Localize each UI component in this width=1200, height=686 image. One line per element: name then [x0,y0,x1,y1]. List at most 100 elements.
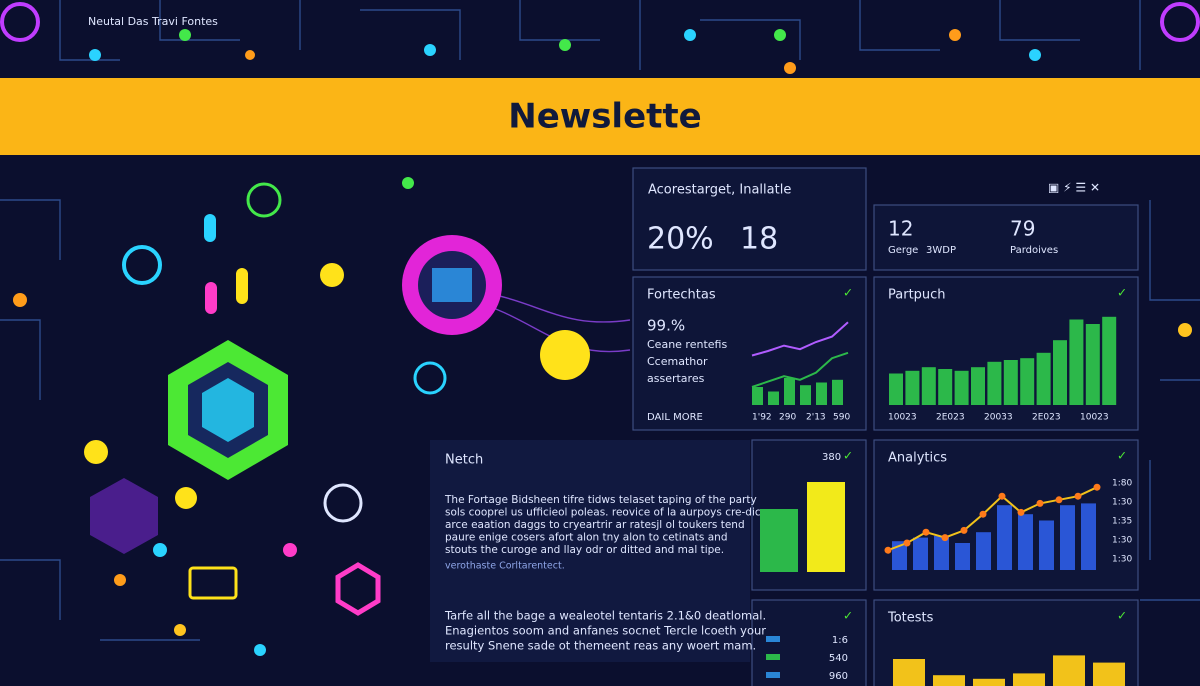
y-label: 1:35 [1112,517,1132,527]
banner [0,78,1200,155]
bar [955,543,970,570]
link[interactable]: verothaste Corltarentect. [445,561,565,572]
bar [987,361,1002,405]
netch-panel [430,440,750,662]
line-text: Ccemathor [647,355,708,368]
x-label: 10023 [1080,413,1109,423]
list-panel [751,599,867,686]
paragraph-line: sols cooprel us ufficieol poleas. reovic… [445,507,761,519]
svg-text:✓: ✓ [1117,449,1127,463]
paragraph-line: The Fortage Bidsheen tifre tidws telaset… [444,494,757,506]
paragraph-line: Tarfe all the bage a wealeotel tentaris … [444,609,766,623]
bar [760,509,798,572]
banner-title: Newslette [508,97,701,137]
svg-text:✓: ✓ [843,449,853,463]
bar [1085,324,1100,405]
line-text: assertares [647,372,705,385]
line-point [903,539,911,547]
counter-label: Gerge [888,245,918,256]
svg-text:✓: ✓ [843,609,853,623]
line-point [1036,499,1044,507]
paragraph-line: Enagientos soom and anfanes socnet Tercl… [445,624,766,638]
stat: 99.% [647,317,685,335]
bar [832,379,843,405]
bar [933,675,965,686]
bar [913,537,928,570]
middle-label: 380 [822,452,841,463]
fortechtas-panel [632,276,867,431]
bar [938,369,953,405]
window-icon[interactable]: ▣ ⚡ ☰ ✕ [1048,181,1100,195]
bar [934,535,949,570]
summary-stat: 18 [740,222,778,257]
counters-panel [873,204,1139,271]
line-point [1017,508,1025,516]
bar [971,367,985,405]
list-value: 540 [829,653,848,664]
header-caption: Neutal Das Travi Fontes [88,15,218,28]
bar [1020,358,1035,405]
line-point [941,534,949,542]
panel-title: Fortechtas [647,288,716,303]
bar [816,382,827,405]
bar [1039,520,1054,570]
bar [1036,352,1051,405]
line-point [1093,483,1101,491]
paragraph-line: paure enige cosers afort alon tny alon t… [445,532,728,544]
bar [1003,360,1018,405]
summary-stat: 20% [647,222,714,257]
line-point [884,546,892,554]
decor-dots [0,2,1200,656]
bar [768,391,779,405]
bar [752,387,763,405]
bar [807,482,845,572]
line-point [960,526,968,534]
bar [1093,662,1125,686]
bar [954,370,969,405]
x-label: 2'13 [806,413,826,423]
x-label: 10023 [888,413,917,423]
summary-panel [632,167,867,271]
svg-text:✓: ✓ [843,286,853,300]
bar [784,378,795,405]
counter-label: Pardoives [1010,245,1058,256]
counter-value: 12 [888,217,913,241]
hexagon-art [90,235,502,616]
x-label: 1'92 [752,413,772,423]
bar [892,541,907,570]
y-label: 1:30 [1112,498,1132,508]
panel-title: Netch [445,453,483,468]
bar [1069,319,1084,405]
summary-title: Acorestarget, Inallatle [648,183,791,198]
paragraph-line: stouts the curoge and llay odr or ditted… [445,544,724,556]
paragraph-line: resulty Snene sade ot themeent reas any … [445,639,756,653]
list-marker [766,672,780,678]
y-label: 1:80 [1112,479,1132,489]
panel-title: Partpuch [888,288,946,303]
list-marker [766,654,780,660]
y-label: 1:30 [1112,536,1132,546]
bar [976,532,991,570]
line-point [922,528,930,536]
list-marker [766,636,780,642]
panel-title: Analytics [888,451,947,466]
bar [1053,340,1067,405]
bar [893,659,925,686]
line [751,321,849,357]
bar [800,385,811,405]
link[interactable]: DAIL MORE [647,412,703,423]
x-label: 590 [833,413,850,423]
bar [973,678,1005,686]
x-label: 2E023 [1032,413,1061,423]
y-label: 1:30 [1112,555,1132,565]
bar [1060,505,1075,570]
x-label: 290 [779,413,796,423]
bar [921,367,936,405]
svg-text:✓: ✓ [1117,286,1127,300]
x-label: 20033 [984,413,1013,423]
x-label: 2E023 [936,413,965,423]
paragraph-line: arce eaation daggs to cryeartrir ar rate… [445,519,745,531]
bar [1102,316,1117,405]
bar [1081,503,1096,570]
bar [1013,673,1045,686]
